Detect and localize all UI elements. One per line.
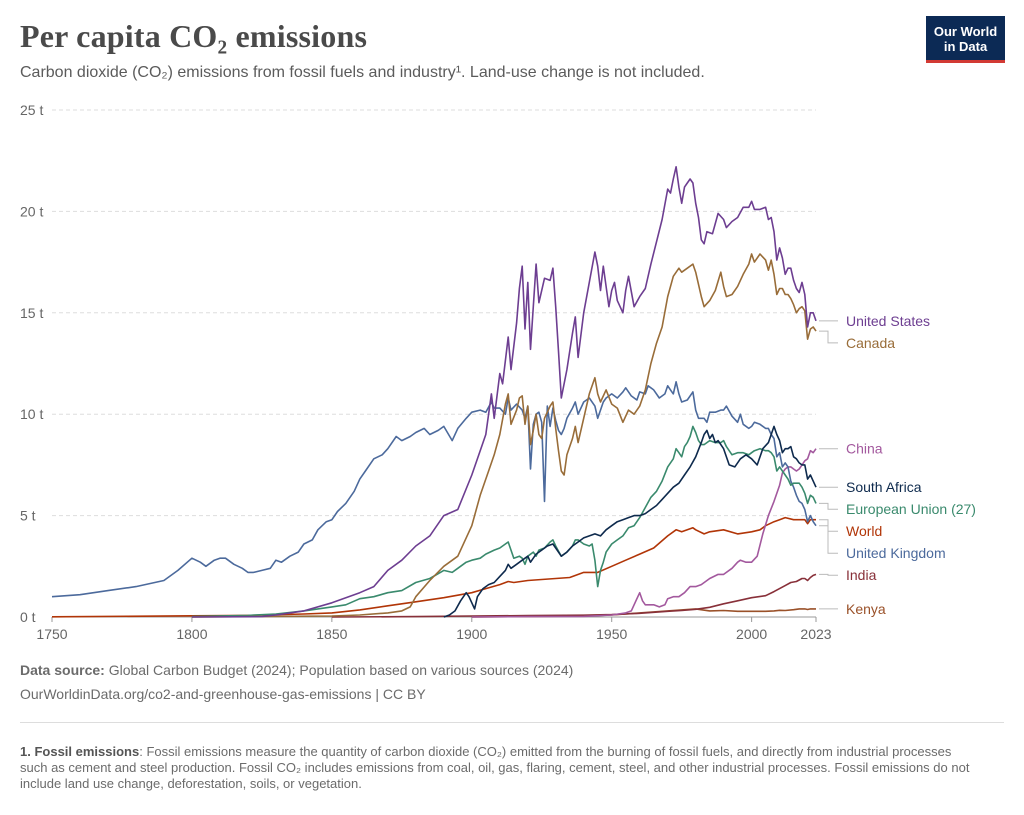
divider bbox=[20, 722, 1004, 723]
series-label-connector bbox=[819, 525, 838, 554]
x-tick-label: 2000 bbox=[736, 626, 767, 640]
footnote: 1. Fossil emissions: Fossil emissions me… bbox=[20, 744, 980, 792]
series-label-connector bbox=[819, 330, 838, 344]
data-source: Data source: Global Carbon Budget (2024)… bbox=[20, 662, 573, 678]
grid-layer bbox=[52, 109, 816, 517]
x-tick-label: 1900 bbox=[456, 626, 487, 640]
y-tick-label: 20 t bbox=[20, 203, 43, 219]
series-labels: United States Canada China South Africa Euro… bbox=[819, 313, 976, 617]
series-line-south-africa[interactable] bbox=[443, 425, 817, 618]
series-label-connector bbox=[819, 573, 838, 576]
line-chart: 0 t 5 t 10 t 15 t 20 t 25 t 1750 1800 1850 1900 19… bbox=[20, 102, 976, 640]
y-tick-label: 25 t bbox=[20, 102, 43, 118]
logo-line-2: in Data bbox=[943, 39, 988, 54]
source-label: Data source: bbox=[20, 662, 105, 678]
series-label[interactable]: Kenya bbox=[846, 601, 886, 617]
series-label[interactable]: United Kingdom bbox=[846, 545, 946, 561]
series-line-canada[interactable] bbox=[191, 253, 817, 618]
footnote-label: 1. Fossil emissions bbox=[20, 744, 140, 759]
y-tick-label: 15 t bbox=[20, 305, 43, 321]
owid-logo[interactable]: Our World in Data bbox=[926, 16, 1005, 63]
series-label[interactable]: United States bbox=[846, 313, 930, 329]
series-label[interactable]: China bbox=[846, 441, 883, 457]
y-tick-label: 10 t bbox=[20, 406, 43, 422]
chart-subtitle: Carbon dioxide (CO₂) emissions from foss… bbox=[20, 64, 705, 81]
axis-layer: 0 t 5 t 10 t 15 t 20 t 25 t 1750 1800 1850 1900 19… bbox=[20, 102, 832, 640]
series-label[interactable]: World bbox=[846, 523, 882, 539]
x-tick-label: 2023 bbox=[800, 626, 831, 640]
series-line-united-states[interactable] bbox=[191, 166, 817, 618]
series-label[interactable]: India bbox=[846, 567, 877, 583]
logo-line-1: Our World bbox=[933, 24, 998, 39]
series-label-connector bbox=[819, 502, 838, 510]
series-line-china[interactable] bbox=[471, 448, 817, 618]
series-line-united-kingdom[interactable] bbox=[51, 381, 817, 598]
page-title: Per capita CO₂ emissions bbox=[20, 18, 368, 54]
series-lines bbox=[51, 166, 817, 618]
x-tick-label: 1800 bbox=[176, 626, 207, 640]
x-tick-label: 1950 bbox=[596, 626, 627, 640]
series-line-world[interactable] bbox=[51, 516, 816, 618]
series-label[interactable]: Canada bbox=[846, 335, 895, 351]
x-tick-label: 1850 bbox=[316, 626, 347, 640]
series-label[interactable]: South Africa bbox=[846, 479, 922, 495]
source-url[interactable]: OurWorldinData.org/co2-and-greenhouse-ga… bbox=[20, 686, 426, 702]
y-tick-label: 5 t bbox=[20, 508, 36, 524]
source-text: Global Carbon Budget (2024); Population … bbox=[108, 662, 574, 678]
series-line-european-union-27[interactable] bbox=[191, 425, 817, 618]
series-line-india[interactable] bbox=[331, 573, 817, 618]
x-tick-label: 1750 bbox=[36, 626, 67, 640]
series-label[interactable]: European Union (27) bbox=[846, 501, 976, 517]
y-tick-label: 0 t bbox=[20, 609, 36, 625]
footnote-text: : Fossil emissions measure the quantity … bbox=[20, 744, 970, 791]
